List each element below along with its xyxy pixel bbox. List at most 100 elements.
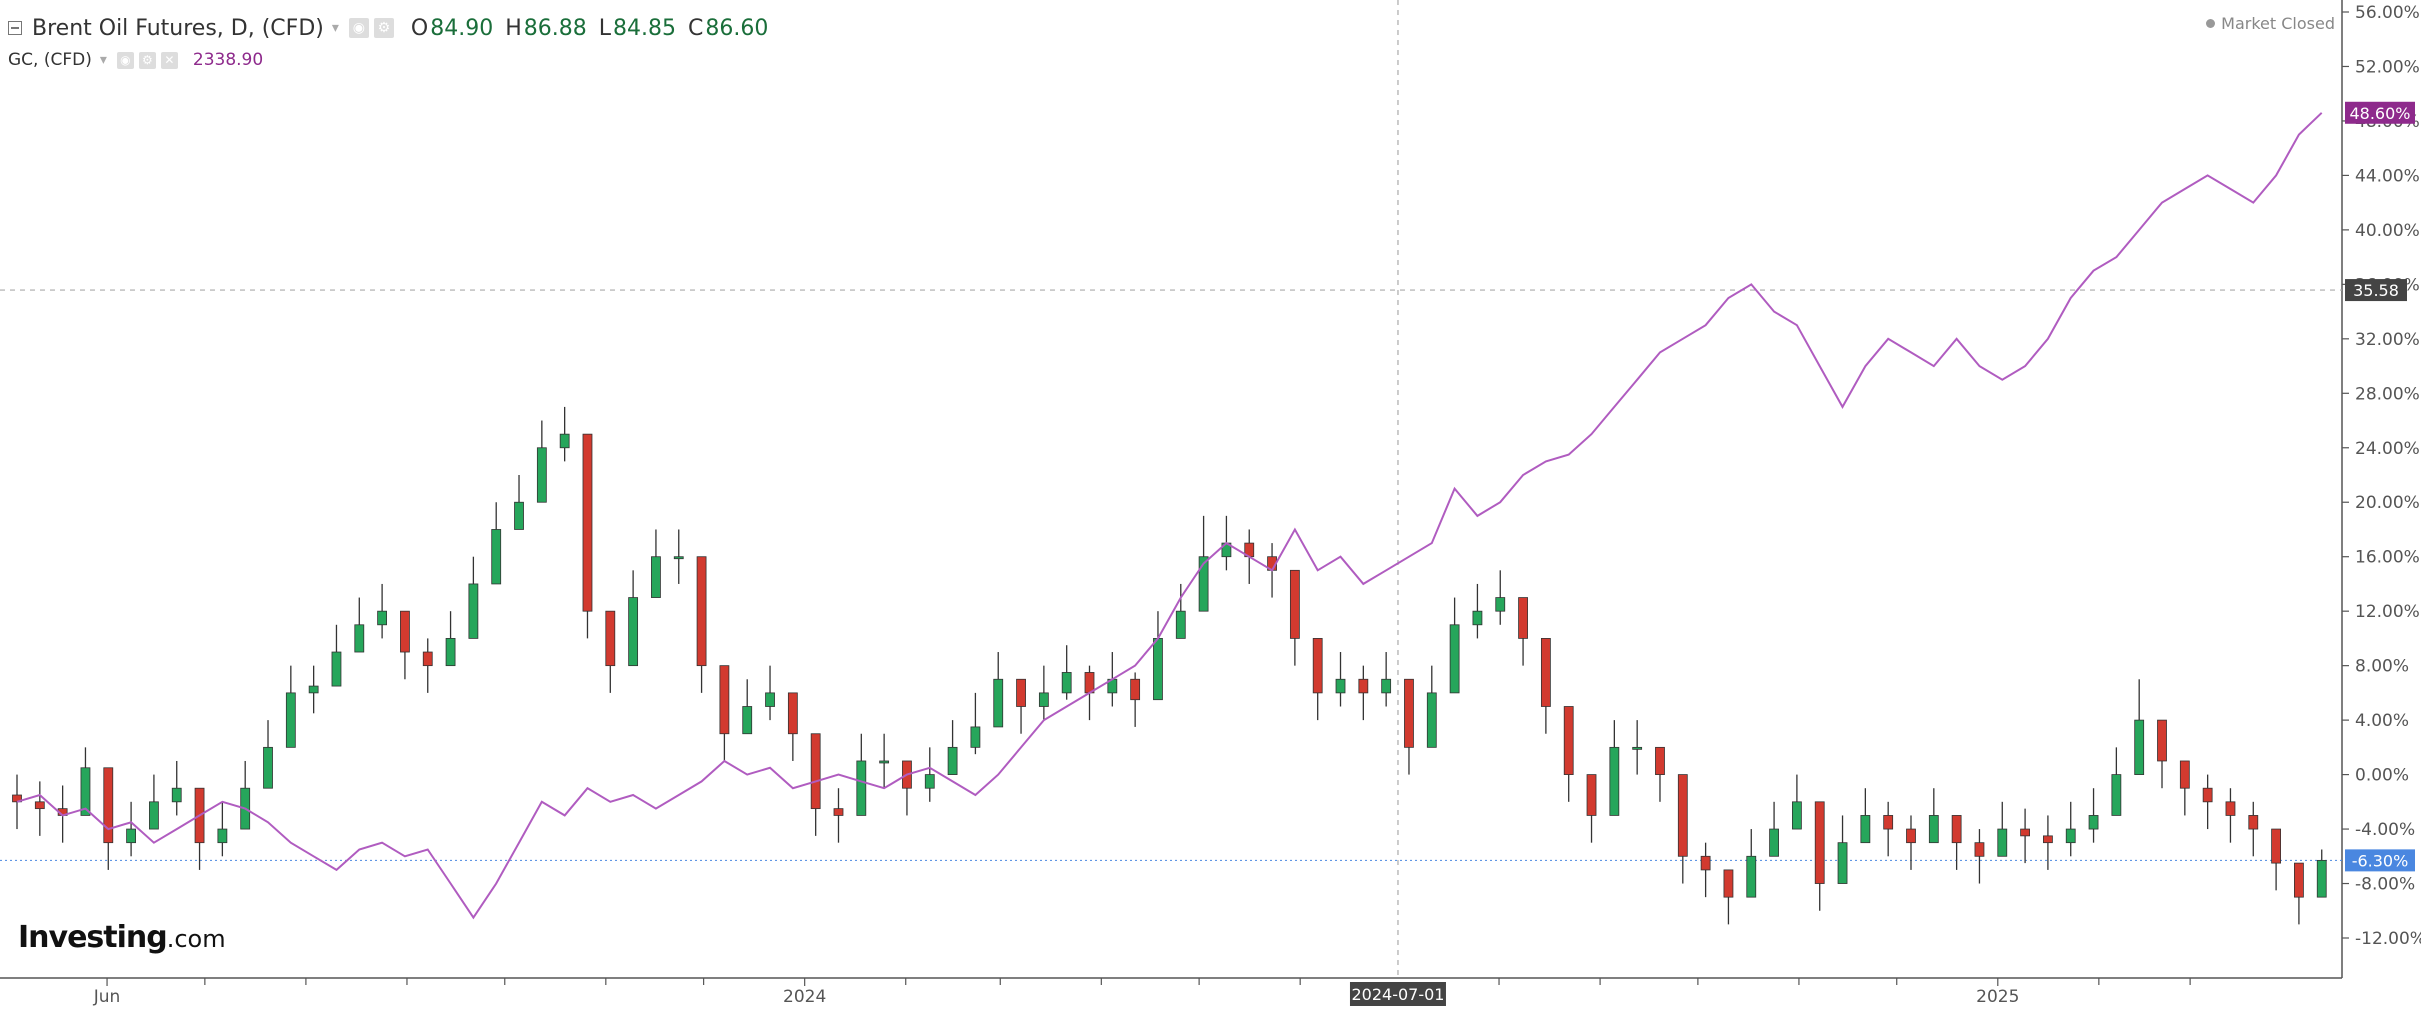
- gear-icon[interactable]: ⚙: [373, 18, 394, 38]
- candle-body: [1153, 638, 1163, 701]
- brent-candles: [12, 406, 2327, 925]
- crosshair-x-badge-bg: [1349, 982, 1446, 1006]
- candle-body: [377, 610, 388, 626]
- candle-body: [2065, 828, 2076, 844]
- candle-body: [2134, 719, 2145, 775]
- candle-body: [1449, 624, 1460, 694]
- chart-legend: Brent Oil Futures, D, (CFD) ▾ ◉ ⚙ O 84.90…: [8, 10, 768, 74]
- candle-body: [947, 746, 958, 775]
- candle-body: [1563, 706, 1574, 775]
- candle-body: [605, 610, 616, 667]
- candle-body: [331, 651, 342, 687]
- candle-body: [2271, 828, 2282, 864]
- high-label: H: [505, 15, 522, 41]
- brent-last-value-badge-text: -6.30%: [2352, 851, 2409, 870]
- legend-main-series[interactable]: Brent Oil Futures, D, (CFD) ▾ ◉ ⚙ O 84.90…: [8, 10, 768, 46]
- y-tick-label: 0.00%: [2355, 766, 2409, 786]
- candle-body: [1472, 610, 1483, 626]
- candle-body: [2157, 719, 2167, 762]
- candle-body: [810, 733, 821, 810]
- candle-body: [856, 760, 867, 816]
- y-tick-label: -4.00%: [2355, 820, 2415, 840]
- crosshair-y-badge-text: 35.58: [2353, 281, 2399, 300]
- candle-body: [2294, 862, 2304, 898]
- candle-body: [422, 651, 433, 667]
- eye-icon[interactable]: ◉: [348, 18, 369, 38]
- candle-body: [12, 794, 22, 803]
- y-tick-label: 16.00%: [2355, 548, 2420, 568]
- chevron-down-icon[interactable]: ▾: [99, 52, 107, 68]
- y-tick-label: -12.00%: [2355, 929, 2421, 949]
- candle-body: [673, 556, 684, 560]
- candle-body: [696, 556, 707, 667]
- candle-body: [1746, 855, 1757, 898]
- collapse-legend-icon[interactable]: [8, 21, 22, 35]
- candle-body: [628, 597, 639, 667]
- candle-body: [1928, 815, 1939, 844]
- candle-body: [651, 556, 661, 598]
- candle-body: [1175, 610, 1186, 639]
- candle-body: [1335, 678, 1346, 694]
- candle-body: [171, 787, 182, 803]
- candle-body: [354, 624, 365, 653]
- candle-body: [308, 685, 319, 694]
- compare-series-title[interactable]: GC, (CFD): [8, 50, 92, 70]
- candle-body: [285, 692, 296, 748]
- candle-body: [1700, 855, 1711, 871]
- candle-body: [2248, 815, 2259, 830]
- candle-body: [80, 767, 91, 816]
- candle-body: [833, 808, 844, 816]
- candle-body: [787, 692, 798, 735]
- crosshair-x-badge-text: 2024-07-01: [1351, 985, 1444, 1004]
- gear-icon[interactable]: ⚙: [138, 51, 156, 69]
- open-label: O: [410, 15, 429, 41]
- x-tick-label: Jun: [93, 987, 121, 1007]
- candle-body: [1495, 597, 1506, 612]
- candle-body: [1814, 801, 1825, 884]
- candle-body: [1404, 678, 1414, 748]
- candle-body: [1837, 842, 1848, 884]
- chevron-down-icon[interactable]: ▾: [331, 20, 339, 36]
- candle-body: [1061, 672, 1072, 694]
- candle-body: [1289, 569, 1300, 639]
- candle-body: [742, 706, 753, 735]
- legend-compare-series[interactable]: GC, (CFD) ▾ ◉ ⚙ ✕ 2338.90: [8, 46, 768, 74]
- y-tick-label: 52.00%: [2355, 57, 2420, 77]
- market-status-text: Market Closed: [2221, 14, 2335, 33]
- candle-body: [34, 801, 45, 810]
- candle-body: [1198, 556, 1209, 612]
- y-tick-label: 28.00%: [2355, 384, 2420, 404]
- candle-body: [263, 746, 273, 789]
- candle-body: [1426, 692, 1437, 748]
- close-icon[interactable]: ✕: [160, 51, 178, 69]
- candle-body: [1358, 678, 1369, 694]
- logo-brand: Investing: [18, 920, 168, 955]
- candle-body: [1974, 842, 1985, 857]
- candle-body: [993, 678, 1004, 728]
- candle-body: [1130, 678, 1141, 701]
- x-tick-label: 2024: [783, 987, 826, 1007]
- y-tick-label: 40.00%: [2355, 221, 2420, 241]
- candle-body: [2043, 835, 2053, 844]
- candle-body: [536, 447, 547, 503]
- close-value: 86.60: [705, 15, 769, 41]
- candle-body: [1906, 828, 1916, 844]
- y-tick-label: 24.00%: [2355, 439, 2420, 459]
- candle-body: [1677, 774, 1688, 857]
- open-value: 84.90: [430, 15, 494, 41]
- status-dot-icon: [2206, 19, 2216, 28]
- market-status: Market Closed: [2206, 14, 2335, 33]
- candle-body: [2111, 774, 2122, 816]
- compare-series-value: 2338.90: [192, 50, 264, 70]
- candle-body: [2088, 815, 2099, 830]
- candle-body: [2020, 828, 2030, 837]
- gc-last-value-badge-text: 48.60%: [2349, 104, 2410, 123]
- main-series-title[interactable]: Brent Oil Futures, D, (CFD): [32, 15, 324, 41]
- candle-body: [2225, 801, 2236, 816]
- eye-icon[interactable]: ◉: [116, 51, 134, 69]
- crosshair-y-badge-bg: [2345, 279, 2407, 302]
- brent-last-value-badge-bg: [2345, 849, 2415, 872]
